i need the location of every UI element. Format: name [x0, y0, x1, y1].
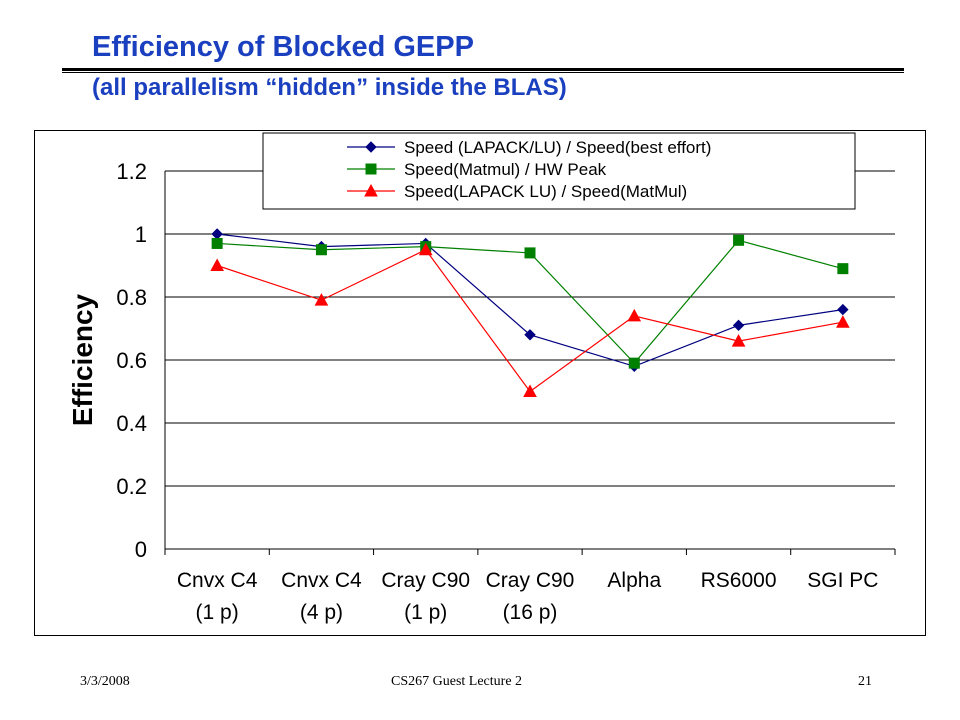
- data-point-triangle: [418, 242, 433, 256]
- data-point-diamond: [211, 228, 223, 240]
- data-point-triangle: [314, 293, 329, 306]
- data-point-triangle: [210, 258, 224, 271]
- x-tick-label: Alpha: [607, 569, 661, 592]
- legend-marker-square: [365, 163, 377, 175]
- legend-box: [262, 132, 856, 210]
- series-line-triangle: [216, 248, 843, 393]
- x-tick-sublabel: (1 p): [196, 601, 239, 624]
- title-rule-thin: [62, 72, 904, 73]
- data-point-diamond: [837, 303, 849, 316]
- data-point-triangle: [523, 384, 537, 397]
- efficiency-chart: 0 0.2 0.4 0.6 0.8 1 1.2 Cnvx C4 (1 p) Cnvx C4 (4 p…: [34, 130, 926, 636]
- series-line-square: [217, 239, 844, 365]
- legend-entry-label: Speed(LAPACK LU) / Speed(MatMul): [404, 182, 687, 201]
- y-axis-label: Efficiency: [67, 293, 98, 426]
- slide-subtitle: (all parallelism “hidden” inside the BLA…: [92, 74, 567, 101]
- data-point-square: [837, 263, 849, 275]
- y-tick-label: 1.2: [116, 159, 147, 184]
- x-tick-sublabel: (1 p): [404, 601, 447, 624]
- data-point-square: [628, 357, 640, 369]
- footer-page-number: 21: [858, 674, 872, 689]
- legend-marker-diamond: [365, 141, 377, 153]
- data-point-triangle: [836, 315, 850, 328]
- data-point-triangle: [731, 334, 746, 347]
- data-point-square: [524, 247, 536, 259]
- y-tick-label: 0.8: [116, 285, 147, 310]
- data-point-diamond: [524, 329, 536, 341]
- data-point-square: [211, 237, 223, 249]
- legend-entry-label: Speed (LAPACK/LU) / Speed(best effort): [404, 138, 711, 157]
- y-tick-label: 0: [135, 537, 147, 562]
- x-tick-label: Cray C90: [381, 569, 470, 592]
- y-tick-label: 1: [135, 222, 147, 247]
- title-rule: [62, 68, 904, 71]
- legend-entry-label: Speed(Matmul) / HW Peak: [404, 160, 607, 179]
- y-tick-label: 0.4: [116, 411, 147, 436]
- y-tick-label: 0.6: [116, 348, 147, 373]
- chart-canvas: 0 0.2 0.4 0.6 0.8 1 1.2 Cnvx C4 (1 p) Cnvx C4 (4 p…: [67, 132, 896, 624]
- footer-date: 3/3/2008: [80, 674, 130, 689]
- slide-title: Efficiency of Blocked GEPP: [92, 31, 474, 63]
- y-tick-label: 0.2: [116, 474, 147, 499]
- x-tick-label: Cnvx C4: [281, 569, 362, 592]
- legend-marker-triangle: [364, 183, 378, 197]
- data-point-square: [733, 234, 745, 246]
- x-tick-label: Cnvx C4: [177, 569, 258, 592]
- data-point-diamond: [732, 319, 745, 332]
- x-tick-label: SGI PC: [807, 569, 878, 592]
- data-point-triangle: [627, 308, 642, 322]
- footer-lecture-name: CS267 Guest Lecture 2: [391, 674, 523, 689]
- x-tick-sublabel: (4 p): [300, 601, 343, 624]
- data-point-square: [315, 244, 327, 256]
- x-tick-sublabel: (16 p): [503, 601, 558, 624]
- x-tick-label: RS6000: [701, 569, 777, 592]
- x-tick-label: Cray C90: [486, 569, 575, 592]
